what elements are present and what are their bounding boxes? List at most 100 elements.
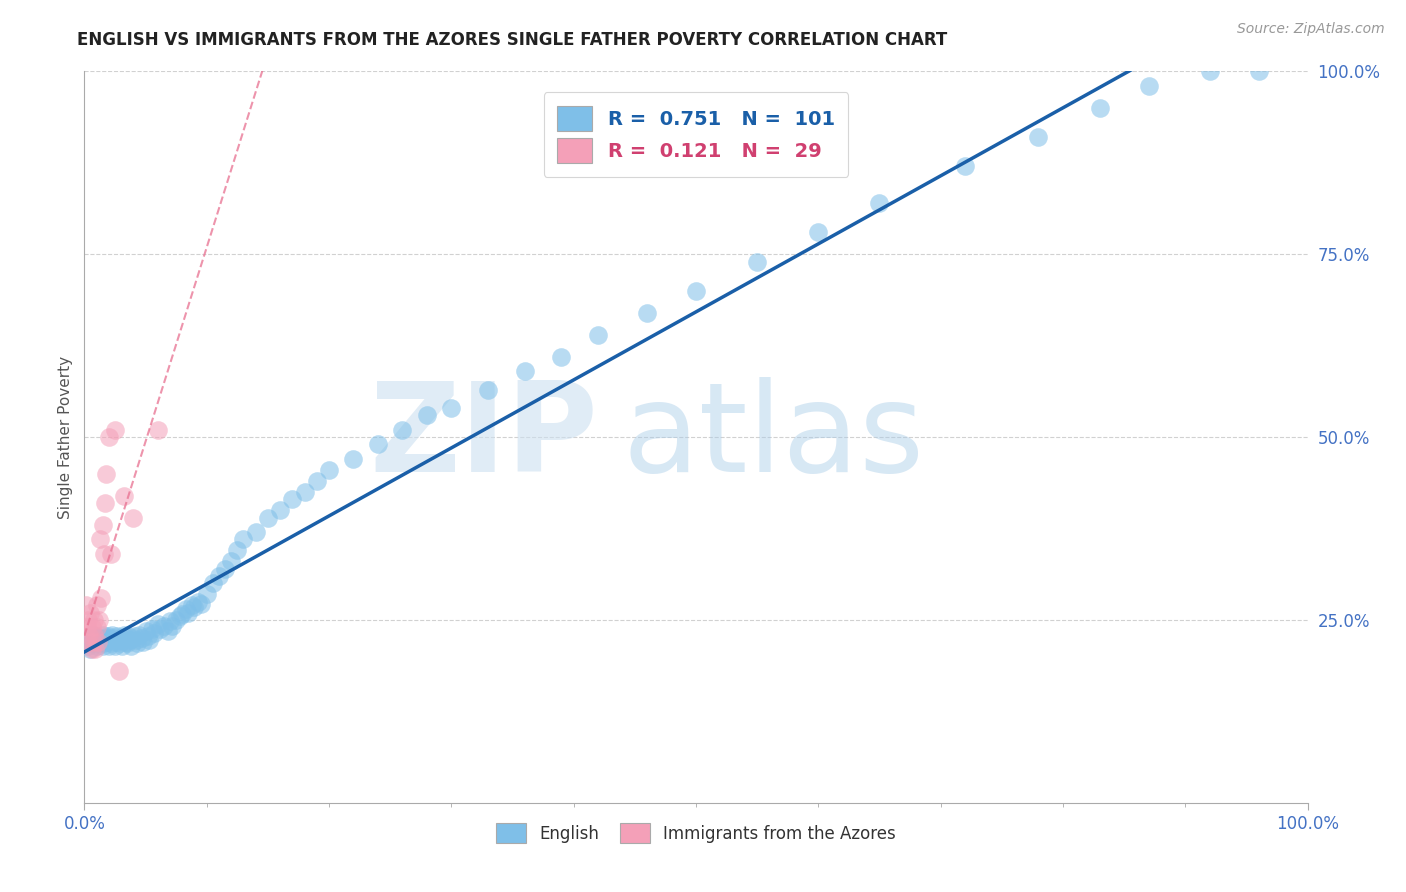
Point (131, 632, 153, 646)
Point (77, 639, 100, 653)
Point (208, 569, 231, 583)
Point (146, 616, 169, 631)
Point (165, 613, 187, 627)
Point (105, 629, 128, 643)
Point (172, 607, 194, 621)
Point (281, 492, 304, 507)
Point (112, 627, 135, 641)
Point (94, 496, 117, 510)
Point (86, 599, 108, 613)
Point (77, 632, 100, 646)
Text: ZIP: ZIP (370, 376, 598, 498)
Point (89, 632, 111, 646)
Point (162, 619, 184, 633)
Point (98, 633, 121, 648)
Point (84, 642, 107, 657)
Point (100, 636, 122, 650)
Point (305, 474, 328, 488)
Point (513, 364, 536, 378)
Point (104, 639, 127, 653)
Y-axis label: Single Father Poverty: Single Father Poverty (58, 356, 73, 518)
Point (269, 503, 291, 517)
Point (190, 597, 212, 611)
Point (104, 423, 127, 437)
Point (97, 430, 120, 444)
Point (86, 632, 108, 646)
Point (132, 635, 155, 649)
Point (97, 639, 120, 653)
Point (685, 284, 707, 298)
Point (214, 562, 236, 576)
Point (128, 627, 150, 641)
Point (83, 633, 105, 648)
Point (84, 629, 107, 643)
Point (114, 632, 136, 646)
Point (125, 633, 148, 648)
Point (440, 401, 463, 415)
Point (177, 606, 200, 620)
Point (80, 642, 103, 657)
Point (747, 254, 769, 268)
Point (93, 547, 115, 561)
Point (112, 489, 135, 503)
Legend: English, Immigrants from the Azores: English, Immigrants from the Azores (489, 817, 903, 849)
Point (1137, 78, 1160, 93)
Point (342, 452, 364, 467)
Point (159, 615, 181, 629)
Point (807, 225, 830, 239)
Point (87, 635, 110, 649)
Point (125, 636, 148, 650)
Point (257, 510, 280, 524)
Point (1198, 64, 1220, 78)
Point (105, 635, 128, 649)
Point (97, 629, 120, 643)
Point (869, 196, 891, 211)
Point (181, 599, 204, 613)
Point (219, 554, 242, 568)
Point (83, 627, 105, 641)
Point (91, 517, 114, 532)
Point (115, 636, 138, 650)
Point (101, 627, 124, 641)
Point (226, 543, 249, 558)
Point (86, 639, 108, 653)
Point (187, 594, 209, 608)
Point (183, 599, 205, 614)
Point (96, 635, 118, 649)
Point (135, 624, 157, 638)
Point (201, 576, 224, 591)
Point (86, 620, 108, 634)
Point (82, 635, 104, 649)
Point (90, 633, 112, 648)
Point (93, 636, 115, 650)
Point (108, 636, 131, 650)
Point (138, 633, 160, 648)
Point (94, 632, 117, 646)
Point (80, 620, 103, 634)
Point (636, 306, 658, 320)
Point (136, 629, 159, 643)
Point (149, 622, 172, 636)
Text: atlas: atlas (623, 376, 925, 498)
Point (100, 547, 122, 561)
Point (87, 613, 110, 627)
Point (232, 533, 254, 547)
Point (953, 160, 976, 174)
Point (96, 467, 118, 481)
Point (87, 636, 110, 650)
Point (82, 636, 104, 650)
Point (77, 627, 100, 641)
Point (111, 639, 134, 653)
Point (1247, 64, 1270, 78)
Point (87, 635, 110, 649)
Point (122, 510, 145, 524)
Point (391, 423, 413, 437)
Point (153, 619, 176, 633)
Point (416, 408, 439, 422)
Point (550, 350, 572, 364)
Point (146, 423, 169, 437)
Point (477, 383, 499, 397)
Point (156, 624, 179, 638)
Point (76, 620, 98, 634)
Point (89, 533, 111, 547)
